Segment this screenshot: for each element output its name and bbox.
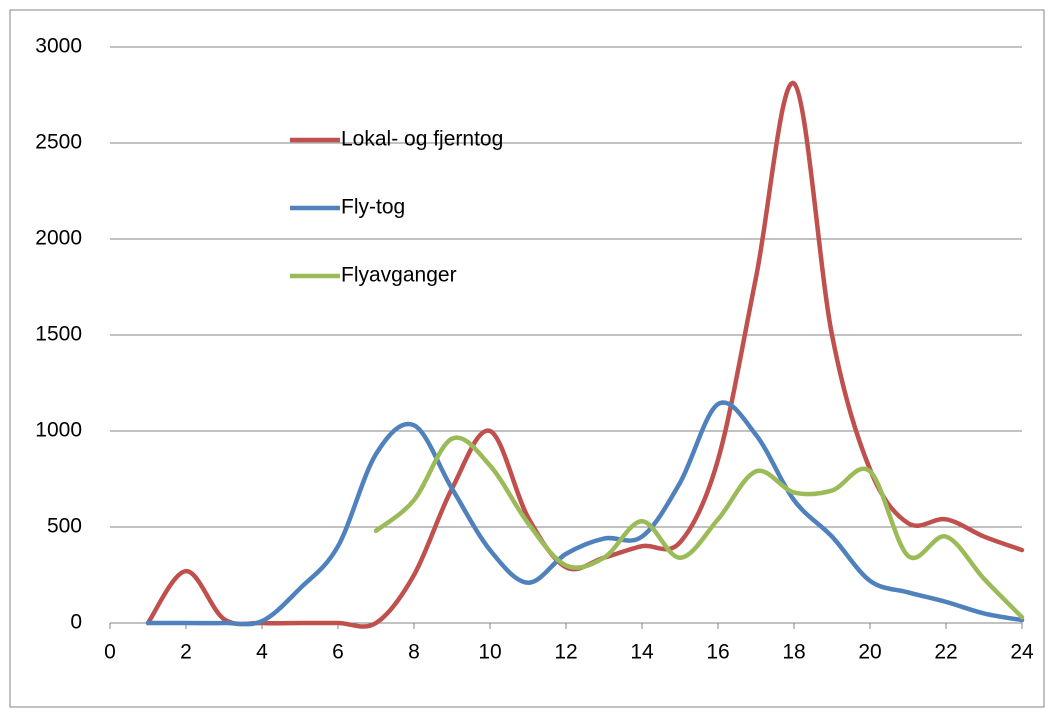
series-line (145, 400, 1025, 627)
x-tick-label: 10 (478, 641, 501, 664)
y-tick-label: 2000 (35, 227, 82, 250)
x-tick-label: 12 (554, 641, 577, 664)
x-tick-label: 24 (1010, 641, 1034, 664)
y-tick-label: 0 (70, 611, 82, 634)
series-line (145, 81, 1025, 629)
y-tick-label: 2500 (35, 131, 82, 154)
x-tick-label: 20 (858, 641, 881, 664)
x-tick-label: 6 (332, 641, 344, 664)
x-tick-label: 14 (630, 641, 654, 664)
x-tick-label: 0 (104, 641, 116, 664)
legend-label: Lokal- og fjerntog (341, 128, 503, 151)
chart-frame (9, 9, 1045, 708)
y-tick-label: 3000 (35, 35, 82, 58)
x-tick-label: 16 (706, 641, 729, 664)
x-tick-label: 4 (256, 641, 268, 664)
x-tick-label: 8 (408, 641, 420, 664)
legend-label: Flyavganger (341, 264, 457, 287)
y-tick-label: 1500 (35, 323, 82, 346)
series-line (373, 435, 1025, 620)
x-tick-label: 18 (782, 641, 805, 664)
y-tick-label: 500 (47, 515, 82, 538)
legend-label: Fly-tog (341, 196, 405, 219)
y-tick-label: 1000 (35, 419, 82, 442)
x-tick-label: 2 (180, 641, 192, 664)
x-tick-label: 22 (934, 641, 957, 664)
